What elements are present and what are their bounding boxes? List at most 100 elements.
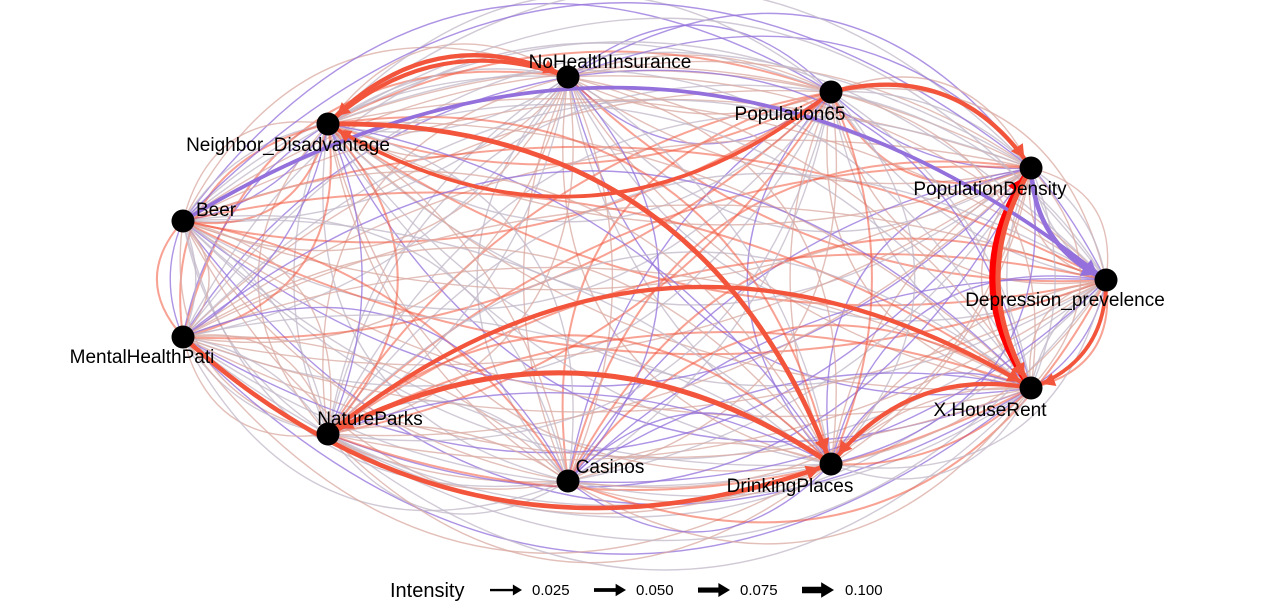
edge-weak	[327, 172, 1107, 435]
legend-item: 0.025	[490, 582, 570, 599]
edge-arrowhead	[804, 465, 820, 480]
edge-weak	[1030, 167, 1107, 281]
edge-weak	[182, 336, 569, 512]
edge-weak	[182, 336, 1032, 459]
edge-arrowhead	[838, 439, 853, 455]
edge-weak	[182, 2, 832, 222]
edge-weak	[327, 17, 1107, 281]
node-dot	[171, 209, 195, 233]
edge-weak	[182, 218, 832, 465]
legend-item-label: 0.100	[845, 582, 883, 599]
edge-weak	[182, 42, 832, 338]
edge-weak	[322, 123, 569, 482]
node-dot	[316, 422, 340, 446]
graph-nodes: NoHealthInsurance Population65 Neighbor_Di…	[70, 52, 1165, 497]
edge-weak	[567, 54, 832, 93]
node: Casinos	[556, 457, 644, 493]
edge-weak	[830, 387, 1032, 480]
edge-weak	[327, 114, 1032, 435]
edge-weak	[182, 220, 569, 488]
edge-weak	[182, 121, 329, 222]
edge-weak	[327, 91, 832, 442]
edge-weak	[567, 76, 1032, 233]
edge-weak	[182, 336, 1032, 555]
node: PopulationDensity	[913, 156, 1067, 200]
legend-arrow-icon	[698, 583, 730, 597]
node-dot	[1094, 268, 1118, 292]
highlighted-edges	[180, 53, 1109, 511]
edge-weak	[327, 123, 832, 465]
node-label: Population65	[735, 104, 846, 125]
edge	[828, 82, 1034, 171]
legend-item: 0.100	[802, 582, 883, 599]
edge-weak	[327, 123, 1032, 391]
edge-arrowhead	[1005, 368, 1021, 382]
node-label: PopulationDensity	[913, 179, 1067, 200]
edge-arrowhead	[338, 415, 355, 429]
edge-weak	[830, 279, 1107, 465]
edge-weak	[327, 121, 1032, 389]
edge	[325, 121, 834, 467]
edge-weak	[567, 167, 1032, 482]
edge-weak	[830, 91, 873, 465]
edge-weak	[182, 220, 569, 482]
legend-arrow-icon	[490, 584, 522, 596]
edge-weak	[327, 0, 832, 125]
edge-weak	[182, 89, 832, 338]
node-dot	[819, 452, 843, 476]
edge	[181, 85, 1108, 282]
edge-weak	[830, 279, 1107, 469]
edge-weak	[1030, 167, 1082, 389]
edge-weak	[182, 214, 569, 482]
edge-weak	[327, 91, 832, 435]
edge-weak	[567, 76, 832, 115]
edge-weak	[567, 75, 1107, 281]
edge-weak	[327, 43, 569, 125]
legend-arrow-icon	[594, 583, 626, 597]
edge-weak	[182, 220, 569, 482]
legend-item-label: 0.075	[740, 582, 778, 599]
edge-arrowhead	[338, 130, 353, 143]
edge-weak	[182, 335, 569, 482]
edge-weak	[155, 220, 184, 338]
edge	[325, 58, 571, 127]
edge-weak	[327, 253, 1107, 435]
edge-weak	[327, 425, 569, 482]
edge-weak	[567, 442, 832, 482]
edge-weak	[830, 91, 1032, 389]
edge-weak	[327, 91, 832, 435]
edge-weak	[1030, 167, 1109, 281]
edge	[325, 284, 1034, 437]
node: DrinkingPlaces	[727, 452, 853, 497]
edge-weak	[567, 279, 1107, 524]
edge-weak	[327, 123, 363, 435]
edge-weak	[830, 372, 1032, 465]
edge-weak	[830, 91, 916, 465]
edge-weak	[182, 76, 569, 338]
edge	[180, 334, 834, 511]
edge-weak	[830, 91, 1107, 281]
edge-weak	[567, 167, 1032, 482]
node: Population65	[735, 80, 846, 125]
node-dot	[556, 469, 580, 493]
edge-weak	[327, 167, 1032, 437]
edge-weak	[830, 76, 1032, 169]
edge-weak	[327, 433, 569, 515]
edge	[828, 381, 1034, 467]
edge-weak	[830, 387, 1032, 466]
edge-arrowhead	[1082, 259, 1097, 273]
edge-weak	[567, 76, 1032, 389]
edge-weak	[182, 167, 1032, 454]
node-dot	[556, 65, 580, 89]
edge-weak	[327, 50, 832, 125]
edge-weak	[182, 167, 1032, 366]
legend-arrow-icon	[802, 582, 834, 598]
edge-arrowhead	[1042, 373, 1057, 386]
edge-weak	[561, 91, 832, 482]
edge-weak	[182, 191, 1032, 389]
edge-weak	[182, 220, 329, 435]
edge-weak	[257, 123, 329, 435]
edge-weak	[567, 76, 832, 465]
edge-weak	[327, 123, 832, 465]
